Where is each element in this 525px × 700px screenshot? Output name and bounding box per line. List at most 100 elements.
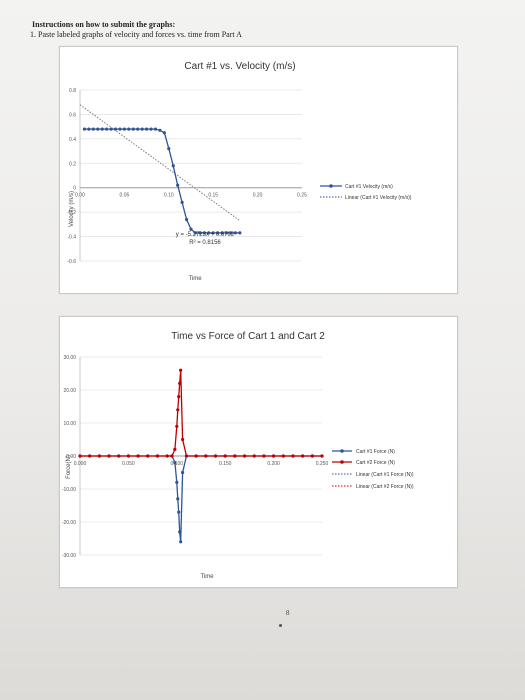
data-point [213,454,218,458]
y-tick-label: 0.6 [69,112,76,118]
data-point [177,395,181,399]
y-axis-label: Velocity (m/s) [69,191,75,227]
x-tick-label: 0.200 [267,461,280,467]
legend-marker-cart2 [340,460,344,464]
legend-label-trend-cart2: Linear (Cart #2 Force (N)) [356,484,414,490]
data-point [178,530,182,534]
data-point [140,127,144,131]
data-point [122,127,126,131]
y-tick-label: 0.4 [69,137,76,143]
series-line-1 [80,455,322,542]
trendline [79,104,241,222]
y-tick-label: 0.2 [69,161,76,167]
data-point [320,454,324,458]
data-point [291,454,295,458]
data-point [180,200,184,204]
legend-label-cart2: Cart #2 Force (N) [356,460,395,466]
data-point [242,454,247,458]
x-tick-label: 0.00 [75,193,85,199]
data-point [149,127,153,131]
x-tick-label: 0.25 [297,193,307,199]
series-line-1 [84,128,240,234]
data-point [170,454,174,458]
x-tick-label: 0.15 [208,193,218,199]
pen-dot [279,624,282,627]
data-point [233,454,237,458]
data-point [198,231,202,235]
data-point [107,454,111,458]
data-point [175,424,179,428]
data-point [204,454,208,458]
y-tick-labels: 30.00 20.00 10.00 0.00 -10.00 -20.00 -30.00 [62,355,76,559]
data-point [233,231,237,235]
y-tick-label: -0.4 [67,235,76,241]
data-point [113,127,118,131]
data-point [96,127,100,131]
data-point [193,231,198,235]
force-chart: Time vs Force of Cart 1 and Cart 2 Force… [62,331,414,580]
data-point [194,454,198,458]
instruction-item: 1. Paste labeled graphs of velocity and … [30,30,242,39]
data-point [179,368,183,372]
legend-label-trend-cart1: Linear (Cart #1 Force (N)) [356,472,414,478]
data-point [189,227,193,231]
data-point [126,454,130,458]
legend: Cart #1 Force (N) Cart #2 Force (N) Line… [332,449,414,490]
data-point [238,231,242,235]
series-marks [82,127,242,235]
data-point [165,454,169,458]
legend-label-velocity: Cart #1 Velocity (m/s) [345,184,393,190]
velocity-chart-frame: Cart #1 vs. Velocity (m/s) Velocity (m/s… [59,46,458,294]
data-point [178,381,182,385]
data-point [127,127,131,131]
instructions-heading: Instructions on how to submit the graphs… [32,20,176,29]
data-point [220,231,224,235]
x-axis-label: Time [188,276,202,282]
x-tick-label: 0.10 [164,193,174,199]
data-point [136,127,140,131]
data-point [281,454,285,458]
data-point [109,127,113,131]
data-point [97,454,101,458]
x-axis-label: Time [200,574,214,580]
y-tick-label: 0 [73,186,76,192]
y-tick-label: -10.00 [62,487,76,493]
chart-title: Time vs Force of Cart 1 and Cart 2 [171,331,325,342]
series-line-2 [80,370,322,457]
data-point [173,461,177,465]
trendline-equation: y = -5.2723x + 0.6792 [176,232,235,238]
data-point [131,127,135,131]
velocity-chart: Cart #1 vs. Velocity (m/s) Velocity (m/s… [67,61,412,282]
y-tick-label: 20.00 [63,388,76,394]
y-tick-label: 0.00 [66,454,76,460]
data-point [175,480,179,484]
data-point [105,127,109,131]
legend-label-trend: Linear (Cart #1 Velocity (m/s)) [345,195,412,201]
data-point [167,147,171,151]
y-tick-label: -0.6 [67,259,76,265]
data-point [176,183,180,187]
page-number: 8 [286,609,290,617]
y-tick-label: 0.8 [69,88,76,94]
y-tick-label: 30.00 [63,355,76,361]
y-tick-labels: 0.8 0.6 0.4 0.2 0 -0.2 -0.4 -0.6 [67,88,76,265]
data-point [184,217,189,222]
data-point [301,454,305,458]
legend-label-cart1: Cart #1 Force (N) [356,449,395,455]
data-point [224,231,229,235]
data-point [87,127,91,131]
data-point [181,437,185,442]
data-point [118,127,122,131]
chart-title: Cart #1 vs. Velocity (m/s) [184,61,295,72]
instruction-item-number: 1. [30,30,36,39]
data-point [184,454,189,458]
force-chart-frame: Time vs Force of Cart 1 and Cart 2 Force… [59,316,458,588]
x-tick-labels: 0.00 0.05 0.10 0.15 0.20 0.25 [75,193,307,199]
data-point [310,454,314,458]
data-point [136,454,140,458]
data-point [91,127,95,131]
data-point [176,497,180,501]
legend-marker-cart1 [340,449,344,453]
data-point [82,127,87,131]
